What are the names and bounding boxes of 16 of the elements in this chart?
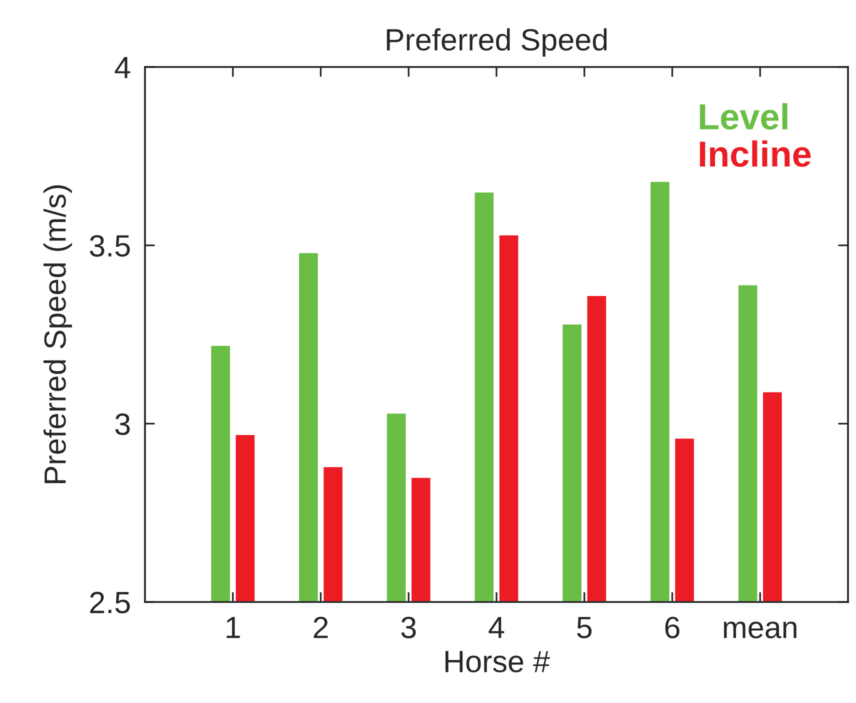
x-tick-label: mean bbox=[724, 622, 796, 638]
x-tick-label: 6 bbox=[665, 616, 680, 638]
series-label: Level bbox=[700, 103, 788, 130]
x-tick-label: 1 bbox=[226, 617, 240, 638]
x-tick-label: 3 bbox=[401, 616, 416, 638]
y-tick-label: 4 bbox=[114, 57, 130, 78]
text: Incline bbox=[700, 140, 811, 167]
y-axis-title: Preferred Speed (m/s) bbox=[43, 185, 72, 484]
y-tick-label: 2.5 bbox=[90, 592, 130, 614]
x-tick-label: 2 bbox=[314, 616, 328, 638]
y-tick-label: 3.5 bbox=[90, 235, 130, 257]
x-tick-label: 5 bbox=[577, 617, 592, 638]
y-tick-label: 3 bbox=[115, 413, 130, 436]
x-axis-title: Horse # bbox=[446, 651, 550, 672]
chart-title: Preferred Speed bbox=[386, 28, 607, 57]
x-tick-label: 4 bbox=[488, 617, 504, 638]
